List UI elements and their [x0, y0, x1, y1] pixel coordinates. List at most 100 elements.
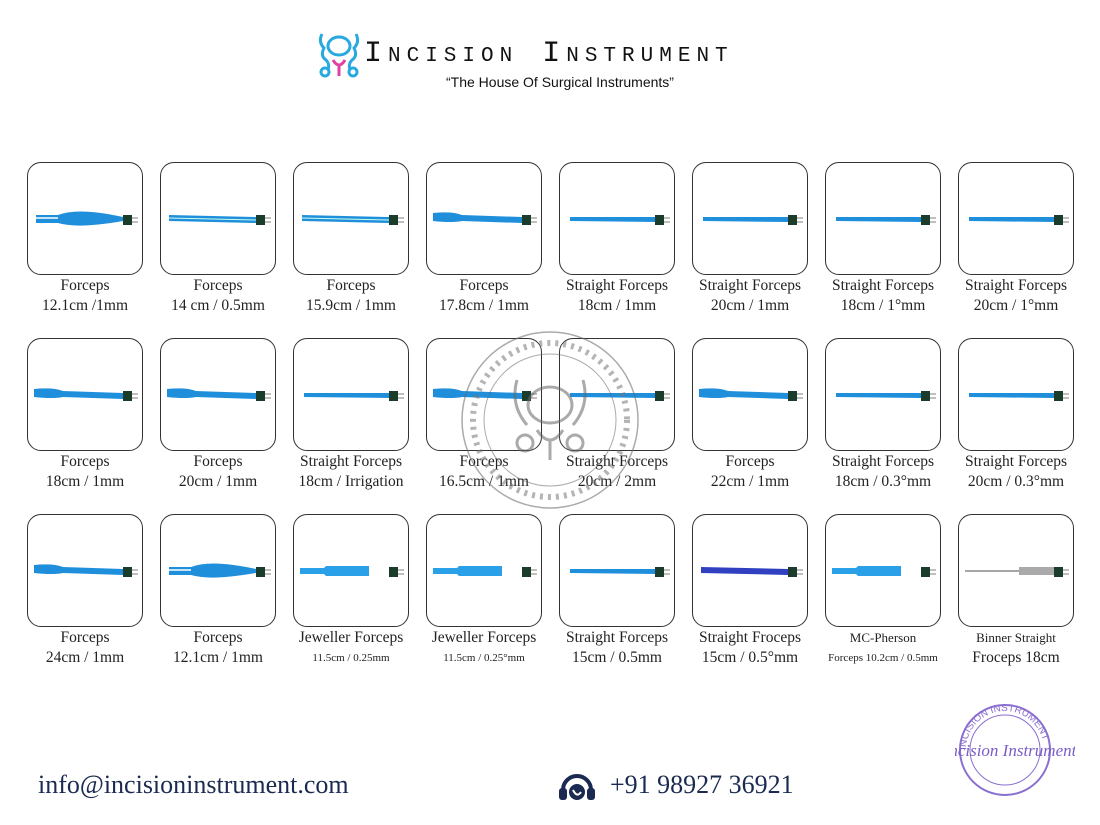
forceps-icon — [836, 391, 936, 401]
product-name: Jeweller Forceps — [431, 629, 537, 646]
product-spec: 22cm / 1mm — [710, 473, 790, 490]
product-name: Straight Forceps — [565, 277, 669, 294]
product-name: Straight Forceps — [299, 453, 403, 470]
product-name: MC-Pherson — [849, 630, 917, 645]
forceps-icon — [168, 215, 271, 225]
product-name: Straight Forceps — [565, 453, 669, 470]
product-spec: 11.5cm / 0.25mm — [312, 652, 390, 664]
product-image-card[interactable] — [27, 162, 143, 275]
product-label: Forceps 24cm / 1mm — [21, 628, 149, 668]
product-label: Straight Froceps 15cm / 0.5°mm — [686, 628, 814, 668]
product-label: Straight Forceps 20cm / 1mm — [686, 276, 814, 316]
product-name: Forceps — [326, 277, 376, 294]
product-spec: Forceps 10.2cm / 0.5mm — [828, 652, 938, 664]
product-label: Forceps 18cm / 1mm — [21, 452, 149, 492]
product-spec: 14 cm / 0.5mm — [171, 297, 265, 314]
product-label: Straight Forceps 18cm / 0.3°mm — [819, 452, 947, 492]
product-image-card[interactable] — [426, 338, 542, 451]
product-image-card[interactable] — [825, 514, 941, 627]
product-label: Forceps 12.1cm /1mm — [21, 276, 149, 316]
product-name: Straight Forceps — [698, 277, 802, 294]
product-label: Jeweller Forceps 11.5cm / 0.25°mm — [420, 628, 548, 668]
product-image-card[interactable] — [692, 338, 808, 451]
product-label: Forceps 12.1cm / 1mm — [154, 628, 282, 668]
product-name: Forceps — [193, 277, 243, 294]
forceps-icon — [34, 388, 138, 401]
forceps-icon — [167, 388, 271, 401]
product-image-card[interactable] — [293, 162, 409, 275]
product-image-card[interactable] — [559, 338, 675, 451]
stamp-script: Incision Instrument — [955, 741, 1075, 760]
product-name: Jeweller Forceps — [298, 629, 404, 646]
product-image-card[interactable] — [692, 162, 808, 275]
product-label: Forceps 20cm / 1mm — [154, 452, 282, 492]
forceps-icon — [965, 567, 1069, 577]
product-name: Straight Forceps — [964, 277, 1068, 294]
product-name: Forceps — [60, 277, 110, 294]
forceps-icon — [570, 215, 670, 225]
product-image-card[interactable] — [160, 162, 276, 275]
forceps-icon — [301, 215, 404, 225]
product-image-card[interactable] — [559, 514, 675, 627]
product-name: Straight Forceps — [831, 453, 935, 470]
forceps-icon — [34, 564, 138, 577]
forceps-icon — [969, 391, 1069, 401]
product-spec: 12.1cm / 1mm — [173, 649, 263, 666]
product-label: Straight Forceps 15cm / 0.5mm — [553, 628, 681, 668]
product-image-card[interactable] — [27, 338, 143, 451]
product-spec: 12.1cm /1mm — [41, 297, 129, 314]
product-image-card[interactable] — [958, 338, 1074, 451]
forceps-icon — [969, 215, 1069, 225]
product-image-card[interactable] — [293, 514, 409, 627]
product-name: Forceps — [193, 629, 243, 646]
product-spec: 18cm / 0.3°mm — [834, 473, 932, 490]
product-name: Straight Forceps — [831, 277, 935, 294]
product-spec: 20cm / 2mm — [577, 473, 657, 490]
product-label: MC-Pherson Forceps 10.2cm / 0.5mm — [819, 628, 947, 668]
forceps-icon — [304, 391, 404, 401]
product-spec: Froceps 18cm — [972, 649, 1060, 666]
product-name: Straight Forceps — [964, 453, 1068, 470]
product-name: Forceps — [60, 453, 110, 470]
forceps-icon — [832, 566, 936, 577]
forceps-icon — [699, 388, 803, 401]
product-name: Straight Froceps — [698, 629, 802, 646]
product-image-card[interactable] — [293, 338, 409, 451]
product-image-card[interactable] — [559, 162, 675, 275]
product-image-card[interactable] — [160, 514, 276, 627]
forceps-icon — [433, 566, 537, 577]
product-label: Straight Forceps 20cm / 2mm — [553, 452, 681, 492]
product-image-card[interactable] — [692, 514, 808, 627]
product-image-card[interactable] — [958, 162, 1074, 275]
product-spec: 20cm / 1mm — [710, 297, 790, 314]
product-label: Straight Forceps 18cm / 1°mm — [819, 276, 947, 316]
product-spec: 15cm / 0.5mm — [572, 649, 662, 666]
product-image-card[interactable] — [958, 514, 1074, 627]
product-image-card[interactable] — [825, 338, 941, 451]
forceps-icon — [433, 212, 537, 225]
product-image-card[interactable] — [160, 338, 276, 451]
product-name: Forceps — [459, 277, 509, 294]
contact-email[interactable]: info@incisioninstrument.com — [38, 770, 349, 799]
product-label: Forceps 17.8cm / 1mm — [420, 276, 548, 316]
tagline: “The House Of Surgical Instruments” — [446, 74, 674, 90]
product-spec: 20cm / 1°mm — [973, 297, 1059, 314]
contact-phone[interactable]: +91 98927 36921 — [610, 770, 794, 799]
product-image-card[interactable] — [426, 514, 542, 627]
product-image-card[interactable] — [27, 514, 143, 627]
forceps-icon — [701, 567, 803, 577]
product-name: Forceps — [60, 629, 110, 646]
product-label: Forceps 16.5cm / 1mm — [420, 452, 548, 492]
product-image-card[interactable] — [825, 162, 941, 275]
forceps-icon — [570, 391, 670, 401]
product-image-card[interactable] — [426, 162, 542, 275]
product-name: Forceps — [193, 453, 243, 470]
product-spec: 15.9cm / 1mm — [306, 297, 396, 314]
forceps-icon — [300, 566, 404, 577]
forceps-icon — [36, 211, 138, 226]
product-label: Binner Straight Froceps 18cm — [952, 628, 1080, 668]
product-label: Forceps 22cm / 1mm — [686, 452, 814, 492]
brand-name: Incision Instrument — [364, 37, 734, 71]
product-name: Binner Straight — [976, 630, 1056, 645]
forceps-icon — [703, 215, 803, 225]
